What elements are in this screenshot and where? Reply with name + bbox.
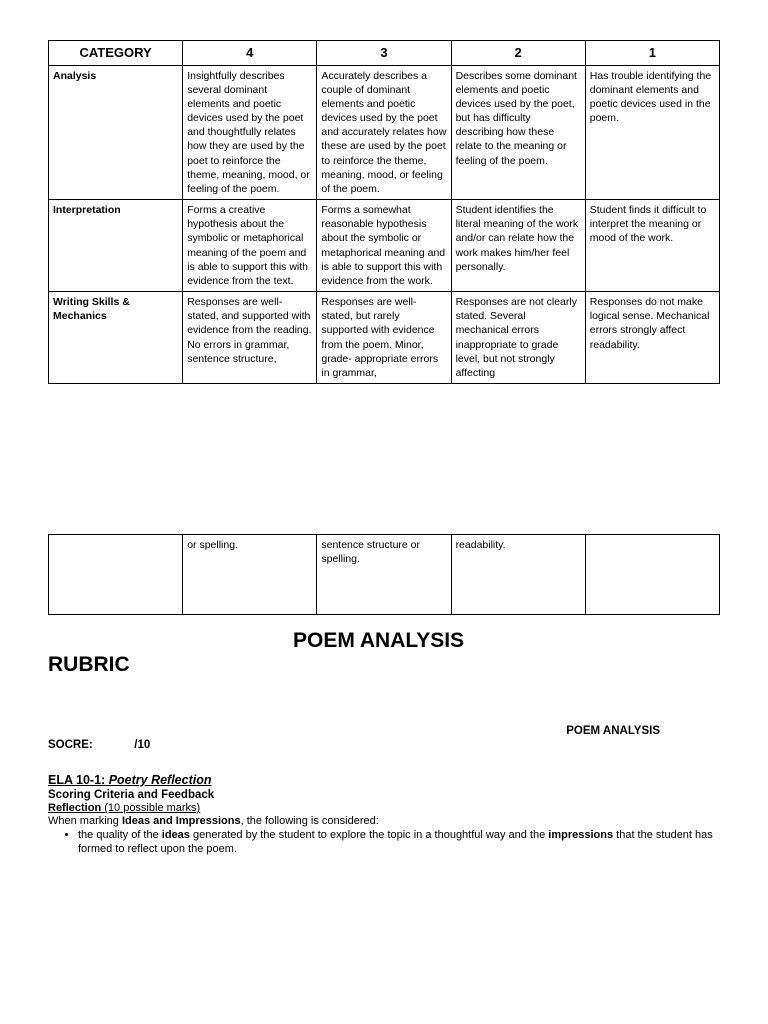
cont-c3: sentence structure or spelling. [317, 535, 451, 615]
header-row: CATEGORY 4 3 2 1 [49, 41, 720, 66]
cont-c2: readability. [451, 535, 585, 615]
reflection-paren: (10 possible marks) [101, 802, 200, 814]
bullet-list: the quality of the ideas generated by th… [78, 828, 720, 857]
page-break-gap [48, 384, 720, 534]
marking-intro: When marking Ideas and Impressions, the … [48, 815, 720, 827]
marking-bold: Ideas and Impressions [122, 815, 241, 827]
marking-post: , the following is considered: [241, 815, 379, 827]
reflection-heading: Reflection (10 possible marks) [48, 802, 720, 814]
reflection-label: Reflection [48, 802, 101, 814]
scoring-criteria-heading: Scoring Criteria and Feedback [48, 789, 720, 801]
poem-analysis-label: POEM ANALYSIS [48, 725, 720, 737]
label-writing: Writing Skills & Mechanics [49, 292, 183, 384]
label-analysis: Analysis [49, 65, 183, 200]
cell: Responses are well-stated, and supported… [183, 292, 317, 384]
label-interpretation: Interpretation [49, 200, 183, 292]
header-4: 4 [183, 41, 317, 66]
title-block: POEM ANALYSIS RUBRIC [48, 629, 720, 677]
cell: Responses do not make logical sense. Mec… [585, 292, 719, 384]
b1-b1: ideas [162, 829, 190, 841]
b1-t1: the quality of the [78, 829, 162, 841]
row-writing: Writing Skills & Mechanics Responses are… [49, 292, 720, 384]
cell: Has trouble identifying the dominant ele… [585, 65, 719, 200]
score-label: SOCRE: [48, 739, 93, 751]
cell: Student identifies the literal meaning o… [451, 200, 585, 292]
header-category: CATEGORY [49, 41, 183, 66]
rubric-table: CATEGORY 4 3 2 1 Analysis Insightfully d… [48, 40, 720, 384]
cell: Forms a creative hypothesis about the sy… [183, 200, 317, 292]
ela-heading: ELA 10-1: Poetry Reflection [48, 773, 720, 787]
bullet-1: the quality of the ideas generated by th… [78, 828, 720, 857]
ela-title: Poetry Reflection [109, 773, 212, 787]
cell: Responses are not clearly stated. Severa… [451, 292, 585, 384]
score-divider: /10 [134, 739, 150, 751]
header-3: 3 [317, 41, 451, 66]
header-1: 1 [585, 41, 719, 66]
score-line: SOCRE: /10 [48, 739, 720, 751]
b1-t2: generated by the student to explore the … [190, 829, 548, 841]
cont-label [49, 535, 183, 615]
rubric-table-continuation: or spelling. sentence structure or spell… [48, 534, 720, 615]
cont-c4: or spelling. [183, 535, 317, 615]
cell: Insightfully describes several dominant … [183, 65, 317, 200]
b1-b2: impressions [548, 829, 613, 841]
cell: Responses are well-stated, but rarely su… [317, 292, 451, 384]
row-analysis: Analysis Insightfully describes several … [49, 65, 720, 200]
row-interpretation: Interpretation Forms a creative hypothes… [49, 200, 720, 292]
title-line2: RUBRIC [48, 653, 720, 677]
title-line1: POEM ANALYSIS [48, 629, 720, 653]
continuation-row: or spelling. sentence structure or spell… [49, 535, 720, 615]
cell: Accurately describes a couple of dominan… [317, 65, 451, 200]
marking-pre: When marking [48, 815, 122, 827]
header-2: 2 [451, 41, 585, 66]
cell: Student finds it difficult to interpret … [585, 200, 719, 292]
cell: Forms a somewhat reasonable hypothesis a… [317, 200, 451, 292]
cell: Describes some dominant elements and poe… [451, 65, 585, 200]
ela-course: ELA 10-1: [48, 773, 105, 787]
cont-c1 [585, 535, 719, 615]
